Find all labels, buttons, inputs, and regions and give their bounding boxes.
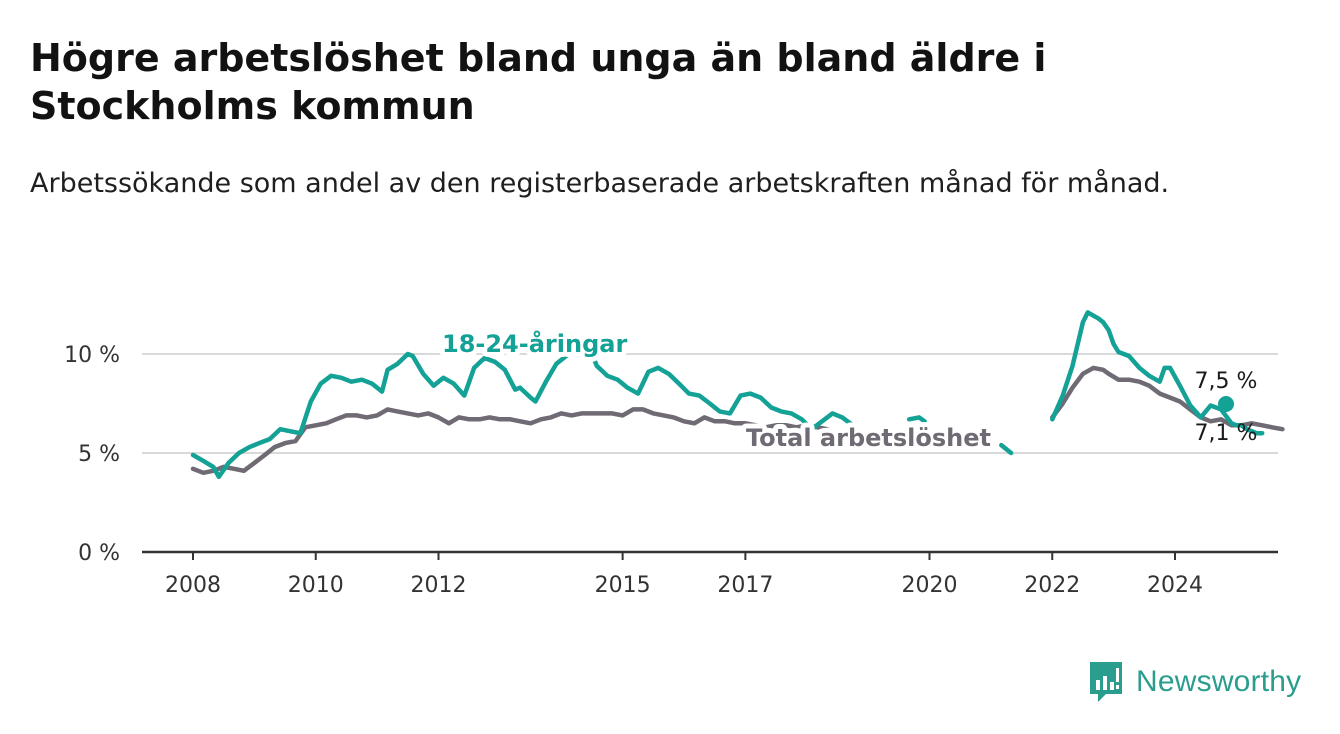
series-label-youth-halo: 18-24-åringar bbox=[442, 329, 627, 358]
series-line-total bbox=[190, 407, 871, 476]
x-tick-label: 2010 bbox=[288, 573, 344, 598]
gridlines bbox=[142, 353, 1278, 454]
series-end-marker-youth bbox=[1218, 396, 1234, 412]
newsworthy-logo-icon bbox=[1090, 662, 1122, 702]
series-label-youth: 18-24-åringar bbox=[442, 329, 627, 358]
x-tick-label: 2015 bbox=[595, 573, 651, 598]
series-lines bbox=[190, 310, 1285, 480]
y-tick-label: 0 % bbox=[78, 541, 120, 566]
x-tick-label: 2017 bbox=[717, 573, 773, 598]
series-line-youth bbox=[543, 353, 569, 384]
series-label-total-halo: Total arbetslöshet bbox=[746, 424, 991, 452]
x-tick-label: 2024 bbox=[1147, 573, 1203, 598]
series-line-youth bbox=[190, 351, 549, 480]
brand-name: Newsworthy bbox=[1136, 665, 1302, 698]
series-line-youth bbox=[999, 442, 1014, 456]
series-line-youth bbox=[1050, 310, 1265, 436]
x-tick-label: 2008 bbox=[165, 573, 221, 598]
y-tick-label: 5 % bbox=[78, 442, 120, 467]
x-tick-label: 2012 bbox=[411, 573, 467, 598]
end-value-total: 7,1 % bbox=[1195, 421, 1258, 446]
newsworthy-logo: Newsworthy bbox=[1088, 660, 1301, 704]
x-tick-label: 2022 bbox=[1024, 573, 1080, 598]
chart-subtitle: Arbetssökande som andel av den registerb… bbox=[30, 168, 1170, 199]
chart-title: Högre arbetslöshet bland unga än bland ä… bbox=[30, 36, 1047, 128]
axes: 0 % 5 % 10 % 2008 2010 2012 2015 2017 2020 2022 20… bbox=[64, 343, 1278, 598]
y-tick-label: 10 % bbox=[64, 343, 120, 368]
x-tick-label: 2020 bbox=[902, 573, 958, 598]
series-line-youth bbox=[906, 415, 927, 424]
end-value-youth: 7,5 % bbox=[1195, 369, 1258, 394]
series-line-youth bbox=[589, 351, 860, 434]
series-label-total: Total arbetslöshet bbox=[746, 424, 991, 452]
